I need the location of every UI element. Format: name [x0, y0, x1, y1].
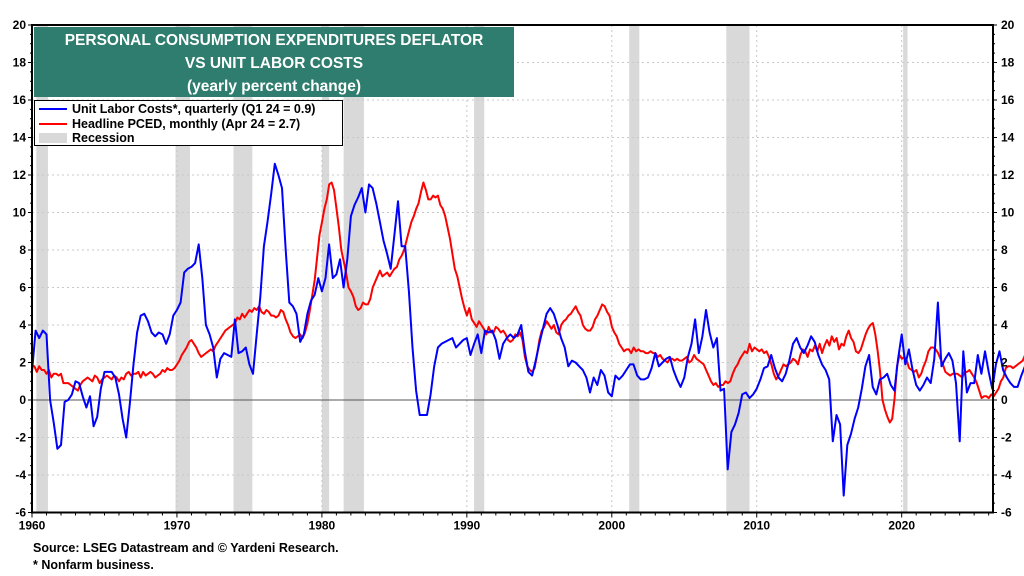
recession-band: [474, 25, 485, 513]
source-note: Source: LSEG Datastream and © Yardeni Re…: [33, 541, 339, 555]
y-tick-label-left: -4: [15, 468, 26, 482]
series-line-unit-labor-costs: [31, 162, 1024, 497]
y-tick-label-left: 4: [19, 318, 26, 332]
chart-title-line2: VS UNIT LABOR COSTS: [184, 55, 364, 72]
y-tick-label-right: 4: [1001, 318, 1008, 332]
recession-bands: [36, 25, 908, 513]
x-tick-label: 1980: [309, 519, 336, 533]
legend-swatch-recession: [39, 133, 67, 144]
x-tick-label: 2020: [888, 519, 915, 533]
y-tick-label-right: 14: [1001, 131, 1015, 145]
chart-title: PERSONAL CONSUMPTION EXPENDITURES DEFLAT…: [64, 32, 484, 49]
y-tick-label-left: 16: [13, 93, 27, 107]
axes: -6 -6 -4 -4 -2 -2 0 0 2 2 4 4 6 6 8 8 10 10 12 12 14 14 16 16 18…: [13, 18, 1015, 533]
y-tick-label-left: -2: [15, 431, 26, 445]
y-tick-label-left: 14: [13, 131, 27, 145]
legend: Unit Labor Costs*, quarterly (Q1 24 = 0.…: [34, 100, 343, 146]
x-tick-label: 2010: [743, 519, 770, 533]
chart-subtitle: (yearly percent change): [186, 78, 361, 95]
recession-band: [903, 25, 908, 513]
y-tick-label-right: -4: [1001, 468, 1012, 482]
legend-label-ulc: Unit Labor Costs*, quarterly (Q1 24 = 0.…: [72, 102, 316, 116]
recession-band: [726, 25, 750, 513]
y-tick-label-right: 20: [1001, 18, 1015, 32]
legend-label-recession: Recession: [72, 131, 135, 145]
y-tick-label-left: 12: [13, 168, 27, 182]
recession-band: [233, 25, 253, 513]
legend-item-pced: Headline PCED, monthly (Apr 24 = 2.7): [39, 117, 342, 132]
y-tick-label-left: -6: [15, 506, 26, 520]
y-tick-label-right: 18: [1001, 56, 1015, 70]
x-tick-label: 1970: [164, 519, 191, 533]
footnote: * Nonfarm business.: [33, 558, 154, 572]
legend-item-ulc: Unit Labor Costs*, quarterly (Q1 24 = 0.…: [39, 102, 342, 117]
recession-band: [343, 25, 364, 513]
y-tick-label-right: -2: [1001, 431, 1012, 445]
x-tick-label: 1990: [453, 519, 480, 533]
legend-swatch-pced: [39, 122, 67, 125]
y-tick-label-left: 8: [19, 243, 26, 257]
recession-band: [629, 25, 640, 513]
y-tick-label-right: 0: [1001, 393, 1008, 407]
y-tick-label-left: 18: [13, 56, 27, 70]
y-tick-label-left: 0: [19, 393, 26, 407]
y-tick-label-right: 12: [1001, 168, 1015, 182]
y-tick-label-left: 10: [13, 206, 27, 220]
y-tick-label-right: 10: [1001, 206, 1015, 220]
legend-swatch-ulc: [39, 108, 67, 111]
legend-label-pced: Headline PCED, monthly (Apr 24 = 2.7): [72, 116, 301, 131]
y-tick-label-right: 6: [1001, 281, 1008, 295]
recession-band: [175, 25, 190, 513]
series-line-headline-pced: [32, 181, 1024, 424]
recession-band: [36, 25, 48, 513]
y-tick-label-left: 6: [19, 281, 26, 295]
y-tick-label-right: 16: [1001, 93, 1015, 107]
y-tick-label-right: 8: [1001, 243, 1008, 257]
y-tick-label-left: 20: [13, 18, 27, 32]
y-tick-label-left: 2: [19, 356, 26, 370]
legend-item-recession: Recession: [39, 131, 342, 146]
x-tick-label: 2000: [598, 519, 625, 533]
series-lines: [31, 162, 1024, 497]
y-tick-label-right: 2: [1001, 356, 1008, 370]
y-tick-label-right: -6: [1001, 506, 1012, 520]
x-tick-label: 1960: [19, 519, 46, 533]
chart-title-box: PERSONAL CONSUMPTION EXPENDITURES DEFLAT…: [34, 27, 514, 97]
